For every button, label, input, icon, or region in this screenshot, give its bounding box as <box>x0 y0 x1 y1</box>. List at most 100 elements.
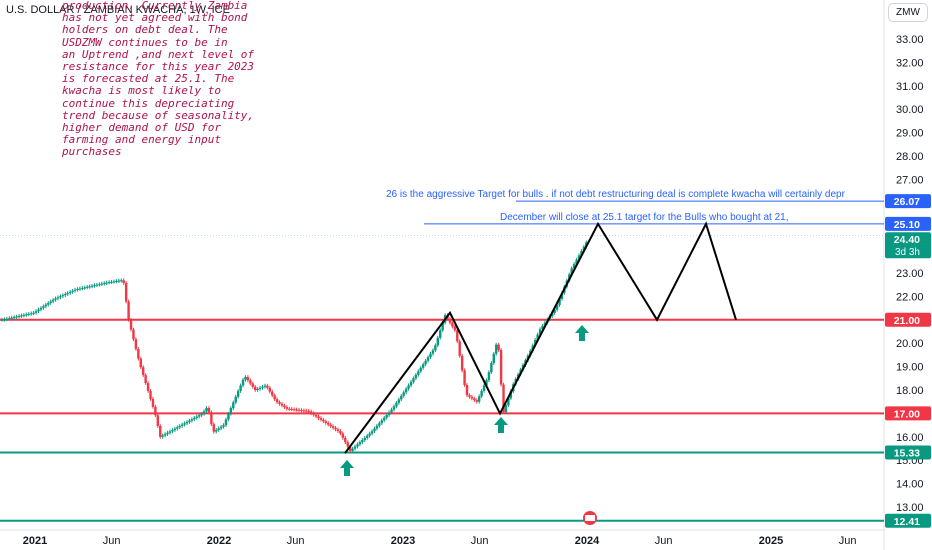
x-tick-label: Jun <box>103 535 121 547</box>
candle-body <box>8 318 11 320</box>
candle-body <box>480 390 483 397</box>
candle-body <box>120 280 123 282</box>
level-badge <box>885 312 931 327</box>
up-arrow-icon <box>340 460 354 476</box>
candle-body <box>129 319 133 330</box>
candle-body <box>317 416 320 419</box>
candle-body <box>246 377 250 381</box>
y-tick-label: 28.00 <box>896 151 924 163</box>
candle-body <box>73 289 77 291</box>
candle-body <box>110 281 113 283</box>
candle-body <box>419 367 422 372</box>
candle-body <box>5 318 9 320</box>
candle-body <box>178 426 181 428</box>
candle-body <box>51 299 55 302</box>
candle-body <box>251 383 254 387</box>
candle-body <box>183 423 186 425</box>
candle-body <box>509 391 513 399</box>
y-tick-label: 33.00 <box>896 34 924 46</box>
x-tick-label: Jun <box>655 535 673 547</box>
last-price-badge <box>885 232 931 259</box>
candle-body <box>329 424 332 427</box>
candle-body <box>200 413 203 416</box>
candle-body <box>98 284 101 286</box>
level-badge-label: 25.10 <box>894 219 920 231</box>
candle-body <box>458 341 461 356</box>
candle-body <box>71 290 74 292</box>
candle-body <box>254 386 257 390</box>
candle-body <box>507 398 510 406</box>
candle-body <box>207 408 211 413</box>
candle-body <box>10 317 13 319</box>
candle-body <box>356 444 359 447</box>
candle-body <box>412 378 415 382</box>
candle-body <box>3 319 6 321</box>
candle-body <box>492 353 495 363</box>
candle-body <box>239 385 242 392</box>
candle-body <box>378 423 381 426</box>
candle-body <box>30 313 33 315</box>
candle-body <box>490 363 493 373</box>
candle-body <box>56 297 60 299</box>
candle-body <box>390 409 393 413</box>
candle-body <box>76 289 79 291</box>
level-badge-label: 21.00 <box>894 315 920 327</box>
candle-body <box>142 367 145 376</box>
level-badge <box>885 216 931 231</box>
candle-body <box>582 246 586 252</box>
candle-body <box>397 399 401 403</box>
candle-body <box>241 379 245 386</box>
candle-body <box>300 410 303 412</box>
y-tick-label: 19.00 <box>896 362 924 374</box>
candle-body <box>353 446 357 449</box>
candle-body <box>436 337 439 346</box>
currency-button[interactable]: ZMW <box>888 3 928 22</box>
candle-body <box>346 442 349 447</box>
candle-body <box>319 418 323 420</box>
candle-body <box>572 264 576 269</box>
candle-body <box>348 446 352 451</box>
candle-body <box>205 408 208 412</box>
level-badge-label: 15.33 <box>894 447 920 459</box>
up-arrow-icon <box>575 325 589 341</box>
chart-title: U.S. DOLLAR / ZAMBIAN KWACHA, 1W, ICE <box>6 4 230 16</box>
candle-body <box>232 402 235 409</box>
candle-body <box>429 353 432 358</box>
candle-body <box>373 428 376 432</box>
candle-body <box>42 306 45 308</box>
candle-body <box>351 448 354 451</box>
y-tick-label: 31.00 <box>896 81 924 93</box>
candle-body <box>402 392 405 396</box>
candle-body <box>219 426 223 429</box>
candle-body <box>146 383 150 391</box>
candle-body <box>463 370 466 385</box>
candle-body <box>190 419 194 421</box>
candle-body <box>244 377 247 380</box>
candle-body <box>124 283 128 302</box>
candle-body <box>25 314 28 316</box>
candle-body <box>68 291 72 293</box>
candle-body <box>171 430 174 432</box>
candle-body <box>229 408 233 414</box>
candle-body <box>222 425 225 427</box>
y-tick-label: 23.00 <box>896 268 924 280</box>
candle-body <box>78 288 82 290</box>
candle-body <box>139 358 142 368</box>
candle-body <box>555 305 559 310</box>
trend-projection-line <box>344 221 737 454</box>
candle-body <box>431 350 435 354</box>
candle-body <box>502 384 505 413</box>
candle-body <box>426 357 430 361</box>
candle-body <box>166 432 169 435</box>
candle-body <box>168 431 172 433</box>
candle-body <box>134 339 138 349</box>
y-tick-label: 13.00 <box>896 502 924 514</box>
x-tick-label: Jun <box>839 535 857 547</box>
candle-body <box>475 400 478 402</box>
candle-body <box>383 417 386 421</box>
x-tick-label: 2024 <box>575 535 600 547</box>
candle-body <box>193 417 196 420</box>
y-tick-label: 22.00 <box>896 291 924 303</box>
candle-body <box>465 384 469 396</box>
